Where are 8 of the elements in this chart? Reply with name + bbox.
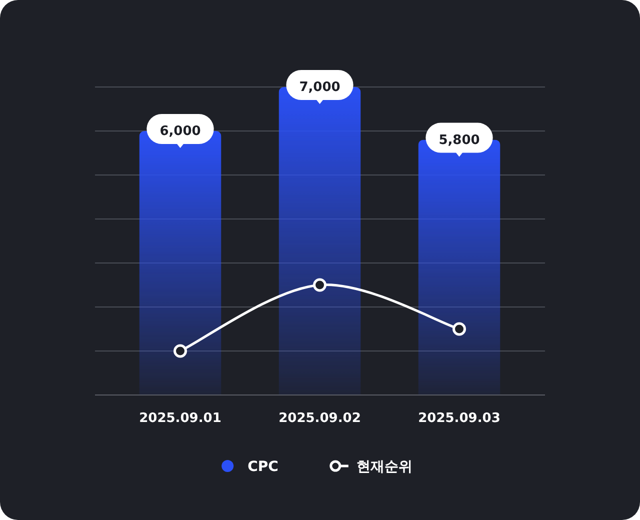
data-label: 7,000 <box>299 80 340 95</box>
data-label: 6,000 <box>160 124 201 139</box>
x-tick-label: 2025.09.02 <box>278 411 361 426</box>
legend-label: 현재순위 <box>356 459 412 475</box>
legend-label: CPC <box>248 459 278 475</box>
x-tick-label: 2025.09.01 <box>139 411 222 426</box>
data-label: 5,800 <box>438 132 480 148</box>
x-tick-label: 2025.09.03 <box>418 411 500 426</box>
